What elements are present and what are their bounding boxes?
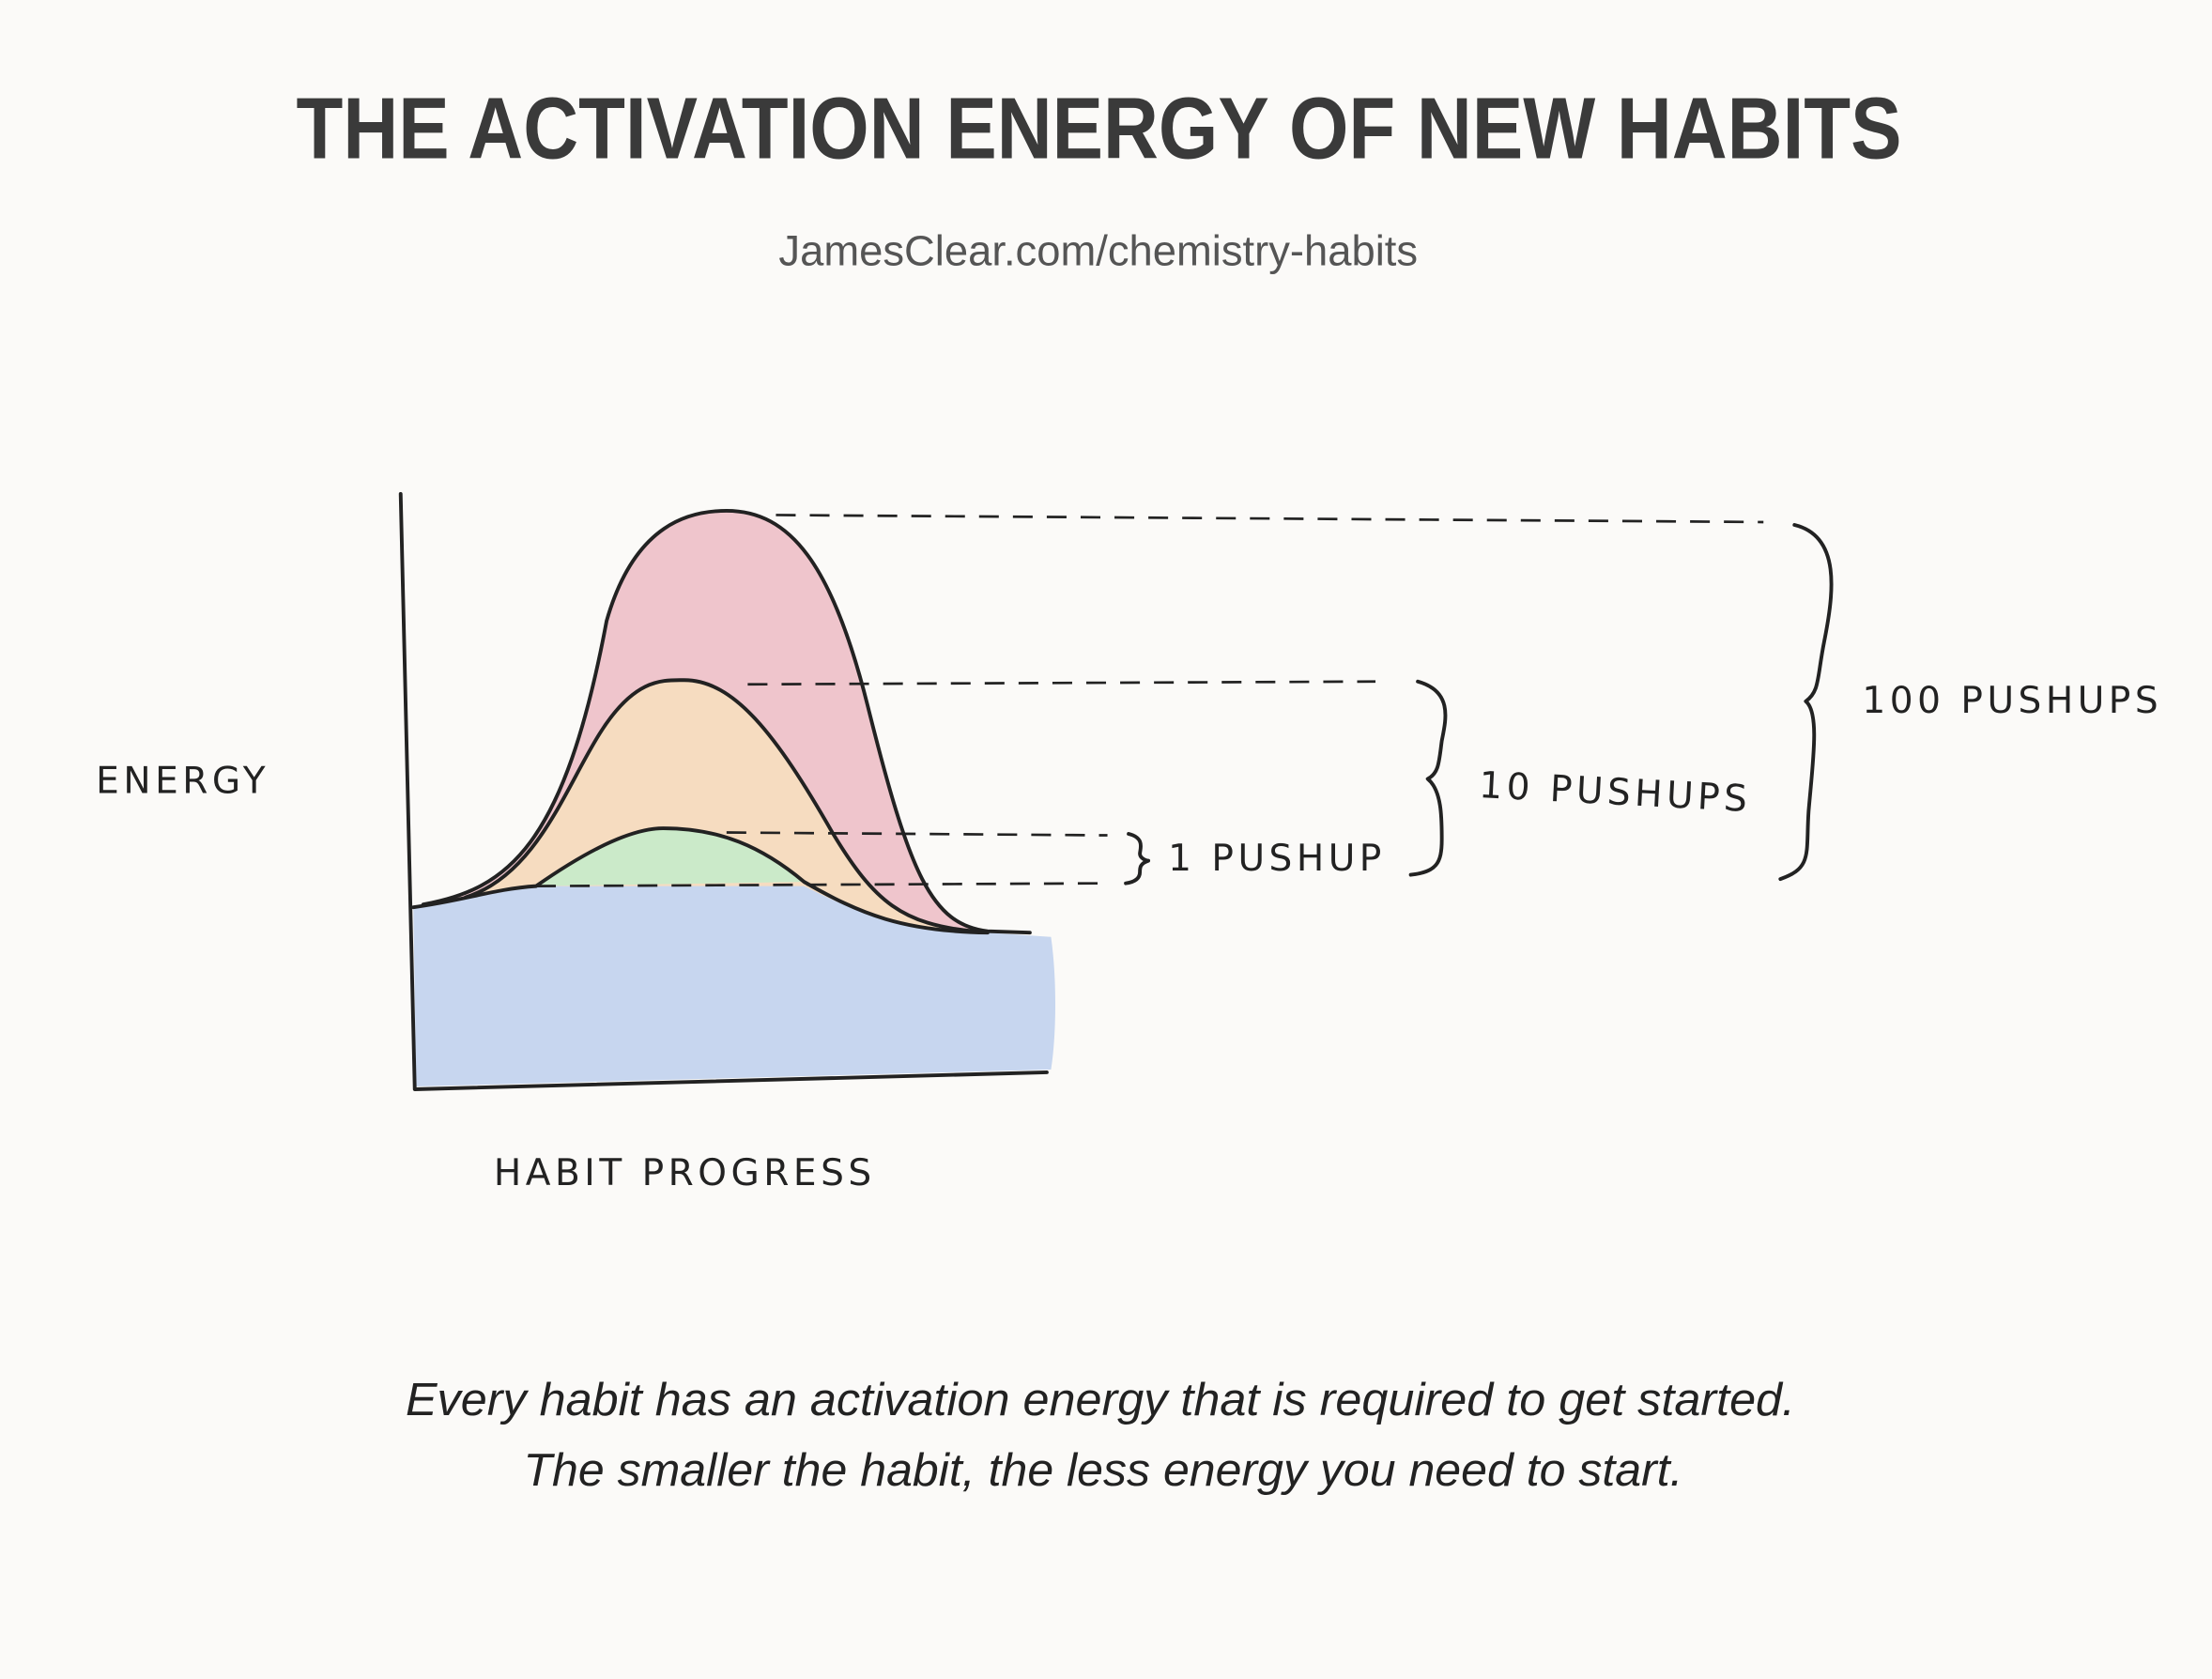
dash-1 — [726, 831, 1108, 837]
x-axis-label: HABIT PROGRESS — [494, 1152, 876, 1194]
dash-100 — [776, 514, 1764, 524]
axes — [398, 491, 1049, 1091]
caption-line: The smaller the habit, the less energy y… — [523, 1443, 1682, 1496]
level-label: 100 PUSHUPS — [1862, 680, 2162, 722]
blue-area — [413, 886, 1056, 1087]
curve-10 — [463, 678, 975, 933]
canvas: THE ACTIVATION ENERGY OF NEW HABITS Jame… — [96, 79, 2162, 1496]
curve-1 — [411, 826, 990, 935]
dash-base — [535, 882, 1108, 887]
brace-10 — [1408, 679, 1448, 877]
brace-100 — [1778, 523, 1834, 882]
title: THE ACTIVATION ENERGY OF NEW HABITS — [297, 79, 1902, 177]
dash-10 — [747, 680, 1376, 686]
brace-1 — [1124, 832, 1151, 886]
curve-100 — [421, 508, 1032, 935]
subtitle: JamesClear.com/chemistry-habits — [778, 226, 1418, 274]
caption-line: Every habit has an activation energy tha… — [406, 1373, 1795, 1425]
y-axis-label: ENERGY — [96, 760, 269, 802]
level-label: 1 PUSHUP — [1168, 838, 1386, 880]
